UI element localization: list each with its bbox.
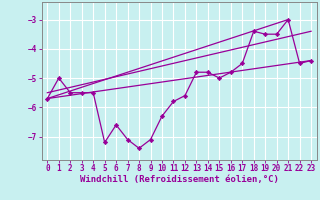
X-axis label: Windchill (Refroidissement éolien,°C): Windchill (Refroidissement éolien,°C) <box>80 175 279 184</box>
